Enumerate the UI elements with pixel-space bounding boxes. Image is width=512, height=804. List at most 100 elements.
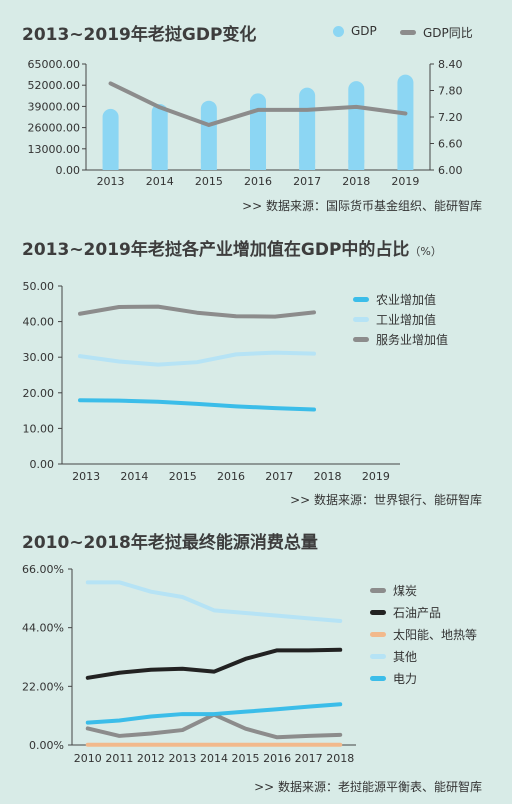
x-tick-label: 2017 (265, 470, 293, 483)
chart-title-text: 2013~2019年老挝GDP变化 (22, 25, 257, 45)
x-tick-label: 2015 (169, 470, 197, 483)
energy-plot: 66.00% 44.00% 22.00% 0.00% 2010 2011 2012 2013 2… (22, 563, 356, 765)
legend-line-icon (353, 297, 369, 302)
legend-label: 煤炭 (393, 584, 418, 598)
bar-gdp-base (250, 160, 266, 170)
y-tick-label-left: 26000.00 (28, 122, 81, 135)
bar-gdp (397, 74, 414, 170)
y-tick-label-right: 6.60 (438, 138, 463, 151)
y-tick-label-right: 7.80 (438, 85, 463, 98)
y-tick-label-left: 13000.00 (28, 143, 81, 156)
legend-line-icon (400, 30, 416, 35)
x-tick-label: 2014 (120, 470, 148, 483)
legend-agriculture: 农业增加值 (353, 291, 436, 308)
x-tick-label: 2012 (137, 752, 165, 765)
legend-label: GDP同比 (423, 26, 473, 40)
y-tick-label: 10.00 (23, 422, 55, 435)
x-tick-label: 2011 (105, 752, 133, 765)
legend-other: 其他 (370, 648, 417, 665)
series-line (85, 702, 343, 725)
y-tick-label: 20.00 (23, 387, 55, 400)
x-tick-label: 2013 (72, 470, 100, 483)
y-tick-label-right: 8.40 (438, 58, 463, 71)
legend-line-icon (370, 632, 386, 637)
bar-gdp (102, 108, 119, 170)
y-tick-label: 44.00% (22, 622, 64, 635)
x-tick-label: 2018 (342, 175, 370, 188)
legend-line-icon (353, 317, 369, 322)
gdp-chart-panel: 2013~2019年老挝GDP变化 GDP GDP同比 65000.00 5200… (0, 0, 512, 220)
x-tick-label: 2015 (195, 175, 223, 188)
legend-label: 太阳能、地热等 (393, 628, 478, 642)
x-tick-label: 2018 (326, 752, 354, 765)
legend-label: 电力 (393, 672, 418, 686)
x-tick-label: 2014 (146, 175, 174, 188)
series-line (85, 647, 343, 680)
x-tick-label: 2013 (168, 752, 196, 765)
legend-line-icon (353, 337, 369, 342)
x-tick-label: 2018 (314, 470, 342, 483)
legend-solar: 太阳能、地热等 (370, 626, 477, 643)
y-tick-label: 40.00 (23, 316, 55, 329)
legend-line-icon (370, 588, 386, 593)
industry-share-plot: 50.00 40.00 30.00 20.00 10.00 0.00 2013 2014 201… (23, 280, 400, 483)
legend-label: 其他 (393, 650, 418, 664)
legend-electricity: 电力 (370, 670, 417, 687)
legend-dot-icon (333, 25, 344, 37)
series-line (78, 350, 316, 367)
line-gdp-yoy (108, 81, 408, 127)
chart-title: 2013~2019年老挝各产业增加值在GDP中的占比（%） (22, 235, 442, 260)
energy-consumption-panel: 2010~2018年老挝最终能源消费总量 66.00% 44.00% 22.00% 0… (0, 520, 512, 804)
x-tick-label: 2016 (244, 175, 272, 188)
x-tick-label: 2019 (391, 175, 419, 188)
legend-label: 石油产品 (393, 606, 442, 620)
x-tick-label: 2016 (263, 752, 291, 765)
y-tick-label-right: 6.00 (438, 164, 463, 177)
y-tick-label-left: 65000.00 (28, 58, 81, 71)
x-tick-label: 2017 (295, 752, 323, 765)
y-tick-label: 0.00 (30, 458, 55, 471)
y-tick-label: 66.00% (22, 563, 64, 576)
bar-gdp-base (102, 160, 119, 170)
bar-gdp-base (348, 160, 365, 170)
y-tick-label-left: 0.00 (56, 164, 81, 177)
legend-line-icon (370, 676, 386, 681)
y-tick-label: 30.00 (23, 351, 55, 364)
x-tick-label: 2010 (74, 752, 102, 765)
legend-oil: 石油产品 (370, 604, 441, 621)
x-tick-label: 2014 (200, 752, 228, 765)
industry-share-panel: 2013~2019年老挝各产业增加值在GDP中的占比（%） 50.00 40.00… (0, 225, 512, 515)
legend-gdp: GDP (333, 24, 377, 38)
y-tick-label: 50.00 (23, 280, 55, 293)
x-tick-label: 2016 (217, 470, 245, 483)
x-tick-label: 2019 (362, 470, 390, 483)
x-tick-label: 2015 (232, 752, 260, 765)
source-note: >> 数据来源：世界银行、能研智库 (290, 493, 482, 507)
series-line (85, 580, 343, 623)
x-tick-label: 2013 (97, 175, 125, 188)
bar-gdp (299, 87, 316, 170)
legend-line-icon (370, 654, 386, 659)
y-tick-label-left: 39000.00 (28, 100, 81, 113)
bar-gdp-base (299, 160, 316, 170)
x-tick-label: 2017 (293, 175, 321, 188)
chart-title-text: 2013~2019年老挝各产业增加值在GDP中的占比 (22, 240, 410, 260)
y-tick-label: 0.00% (29, 739, 64, 752)
gdp-plot: 65000.00 52000.00 39000.00 26000.00 13000.00… (28, 58, 463, 188)
legend-label: 农业增加值 (376, 293, 437, 307)
series-line (78, 398, 316, 412)
legend-label: 服务业增加值 (376, 333, 449, 347)
bar-gdp-base (200, 160, 217, 170)
legend-coal: 煤炭 (370, 582, 417, 599)
chart-title: 2013~2019年老挝GDP变化 (22, 20, 256, 45)
series-line (78, 304, 316, 319)
bar-gdp-base (397, 160, 414, 170)
y-tick-label-right: 7.20 (438, 111, 463, 124)
bar-gdp (151, 103, 168, 170)
legend-industry: 工业增加值 (353, 311, 436, 328)
source-note: >> 数据来源：老挝能源平衡表、能研智库 (254, 780, 482, 794)
y-tick-label-left: 52000.00 (28, 79, 81, 92)
bar-gdp (348, 81, 365, 170)
legend-gdp-yoy: GDP同比 (400, 24, 473, 41)
source-note: >> 数据来源：国际货币基金组织、能研智库 (242, 199, 482, 213)
